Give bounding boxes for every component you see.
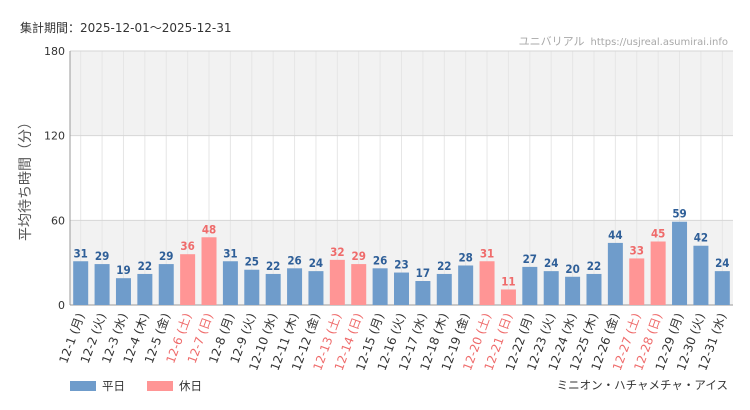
bar	[351, 264, 367, 305]
bar-value-label: 36	[180, 239, 194, 253]
y-tick-label: 120	[44, 130, 65, 143]
bar	[543, 271, 559, 305]
site-name: ユニバリアル	[518, 35, 585, 48]
site-url: https://usjreal.asumirai.info	[590, 37, 728, 48]
bar	[287, 268, 303, 305]
bar	[94, 264, 110, 305]
bar	[672, 221, 688, 305]
bar	[329, 259, 345, 305]
bar	[372, 268, 388, 305]
bar	[244, 269, 260, 305]
y-tick-label: 180	[44, 45, 65, 58]
bar-value-label: 27	[523, 252, 537, 266]
bar-value-label: 22	[138, 259, 152, 273]
bar	[479, 261, 495, 305]
bar-value-label: 22	[587, 259, 601, 273]
bar	[158, 264, 174, 305]
bar	[137, 273, 153, 305]
bar	[436, 273, 452, 305]
bar-value-label: 22	[266, 259, 280, 273]
bar-value-label: 25	[245, 255, 259, 269]
period-label: 集計期間：2025-12-01～2025-12-31	[20, 21, 232, 35]
bar	[500, 289, 516, 305]
legend-holiday-label: 休日	[179, 379, 202, 393]
y-tick-label: 60	[51, 214, 65, 227]
bar-value-label: 59	[672, 207, 686, 221]
bar-value-label: 31	[480, 246, 494, 260]
bar	[522, 266, 538, 305]
bar	[115, 278, 131, 305]
bar	[73, 261, 89, 305]
attraction-name: ミニオン・ハチャメチャ・アイス	[556, 378, 728, 392]
bar	[586, 273, 602, 305]
legend-weekday: 平日	[70, 378, 125, 394]
bar	[415, 281, 431, 305]
bar	[565, 276, 581, 305]
bar	[714, 271, 730, 305]
site-watermark: ユニバリアル https://usjreal.asumirai.info	[519, 33, 728, 49]
bar	[458, 265, 474, 305]
bar-value-label: 33	[630, 243, 644, 257]
bar-value-label: 20	[565, 262, 579, 276]
legend-holiday-swatch	[147, 381, 173, 391]
bar-value-label: 22	[437, 259, 451, 273]
y-tick-label: 0	[58, 299, 65, 312]
bar	[650, 241, 666, 305]
bar-value-label: 24	[715, 256, 729, 270]
bar-value-label: 19	[116, 263, 130, 277]
bar-value-label: 29	[95, 249, 109, 263]
bar	[265, 273, 281, 305]
bar-value-label: 26	[373, 253, 387, 267]
bar-value-label: 24	[309, 256, 323, 270]
bar	[222, 261, 238, 305]
bar-value-label: 45	[651, 227, 665, 241]
bar	[607, 242, 623, 305]
bar-value-label: 24	[544, 256, 558, 270]
bar-value-label: 17	[416, 266, 430, 280]
bar	[629, 258, 645, 305]
legend-weekday-label: 平日	[102, 379, 125, 393]
bar-value-label: 26	[287, 253, 301, 267]
legend-weekday-swatch	[70, 381, 96, 391]
bar-value-label: 31	[73, 246, 87, 260]
bar	[308, 271, 324, 305]
bar	[201, 237, 217, 305]
bar	[693, 245, 709, 305]
legend-holiday: 休日	[147, 378, 202, 394]
y-axis-title: 平均待ち時間（分）	[18, 115, 34, 241]
bar-value-label: 28	[458, 250, 472, 264]
bar-value-label: 42	[694, 231, 708, 245]
bar-value-label: 23	[394, 258, 408, 272]
bar	[394, 272, 409, 305]
bar-value-label: 32	[330, 245, 344, 259]
bar-value-label: 11	[501, 274, 515, 288]
bar	[180, 254, 196, 305]
bar-value-label: 48	[202, 222, 216, 236]
bar-value-label: 31	[223, 246, 237, 260]
bar-value-label: 44	[608, 228, 622, 242]
chart-legend: 平日 休日	[70, 378, 224, 394]
bar-value-label: 29	[352, 249, 366, 263]
bar-value-label: 29	[159, 249, 173, 263]
